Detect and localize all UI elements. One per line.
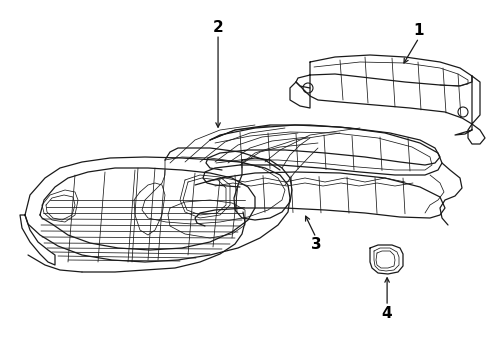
Text: 2: 2 [213, 19, 223, 35]
Text: 3: 3 [311, 237, 321, 252]
Text: 4: 4 [382, 306, 392, 321]
Text: 1: 1 [414, 23, 424, 38]
